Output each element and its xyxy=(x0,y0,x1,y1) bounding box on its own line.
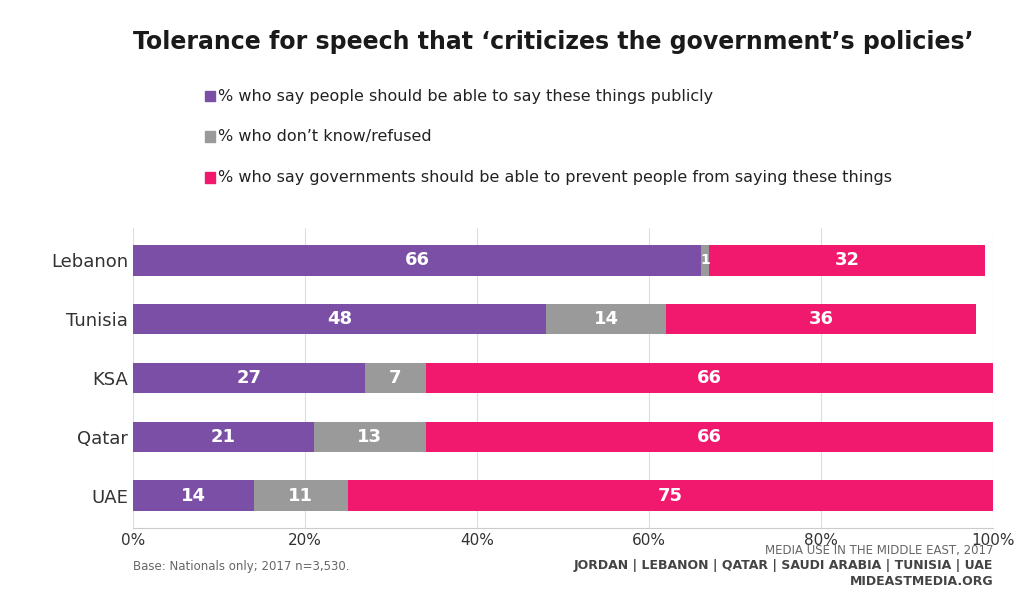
Text: 66: 66 xyxy=(697,369,722,387)
Text: 13: 13 xyxy=(357,428,382,446)
Bar xyxy=(426,422,993,452)
Text: 66: 66 xyxy=(697,428,722,446)
Bar xyxy=(700,245,710,275)
Bar xyxy=(546,304,667,334)
Text: JORDAN | LEBANON | QATAR | SAUDI ARABIA | TUNISIA | UAE: JORDAN | LEBANON | QATAR | SAUDI ARABIA … xyxy=(573,559,993,572)
Text: % who don’t know/refused: % who don’t know/refused xyxy=(218,129,431,144)
Bar xyxy=(710,245,985,275)
Text: 14: 14 xyxy=(181,487,206,505)
Text: 66: 66 xyxy=(404,251,429,269)
Bar xyxy=(133,245,700,275)
Bar xyxy=(313,422,426,452)
Text: 14: 14 xyxy=(594,310,618,328)
Text: Tolerance for speech that ‘criticizes the government’s policies’: Tolerance for speech that ‘criticizes th… xyxy=(133,30,974,54)
Text: Base: Nationals only; 2017 n=3,530.: Base: Nationals only; 2017 n=3,530. xyxy=(133,560,349,573)
Text: 21: 21 xyxy=(211,428,236,446)
Bar xyxy=(133,304,546,334)
Bar xyxy=(366,363,426,393)
Text: % who say people should be able to say these things publicly: % who say people should be able to say t… xyxy=(218,88,713,103)
Text: 7: 7 xyxy=(389,369,401,387)
Text: 48: 48 xyxy=(327,310,352,328)
Bar xyxy=(348,481,993,511)
Bar xyxy=(254,481,348,511)
Text: 27: 27 xyxy=(237,369,262,387)
Bar xyxy=(133,363,366,393)
Text: 75: 75 xyxy=(658,487,683,505)
Text: 1: 1 xyxy=(700,253,710,268)
Text: MIDEASTMEDIA.ORG: MIDEASTMEDIA.ORG xyxy=(850,575,993,588)
Text: 36: 36 xyxy=(809,310,834,328)
Bar xyxy=(426,363,993,393)
Text: MEDIA USE IN THE MIDDLE EAST, 2017: MEDIA USE IN THE MIDDLE EAST, 2017 xyxy=(765,544,993,557)
Bar xyxy=(667,304,976,334)
Text: % who say governments should be able to prevent people from saying these things: % who say governments should be able to … xyxy=(218,170,892,185)
Text: 11: 11 xyxy=(289,487,313,505)
Bar xyxy=(133,481,254,511)
Bar xyxy=(133,422,313,452)
Text: 32: 32 xyxy=(835,251,859,269)
